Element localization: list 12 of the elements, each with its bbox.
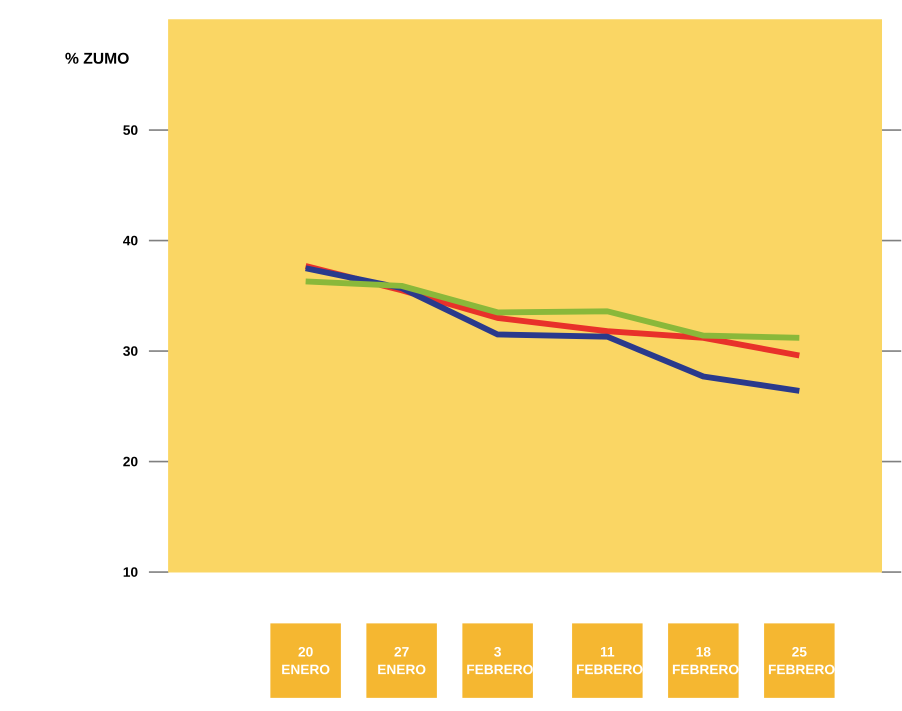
y-axis-title: % ZUMO <box>65 52 129 64</box>
x-tick-label: 11 FEBRERO <box>576 646 642 674</box>
x-tick-label: 3 FEBRERO <box>467 646 533 674</box>
x-tick-label: 18 FEBRERO <box>672 646 738 674</box>
x-tick-label: 20 ENERO <box>282 646 330 674</box>
y-tick-label: 40 <box>123 236 138 246</box>
y-tick-label: 20 <box>123 456 138 466</box>
y-tick-label: 10 <box>124 567 138 577</box>
y-tick-label: 30 <box>123 346 138 356</box>
y-tick-label: 50 <box>123 125 138 135</box>
x-tick-label: 27 ENERO <box>378 646 426 674</box>
x-tick-label: 25 FEBRERO <box>768 646 834 674</box>
